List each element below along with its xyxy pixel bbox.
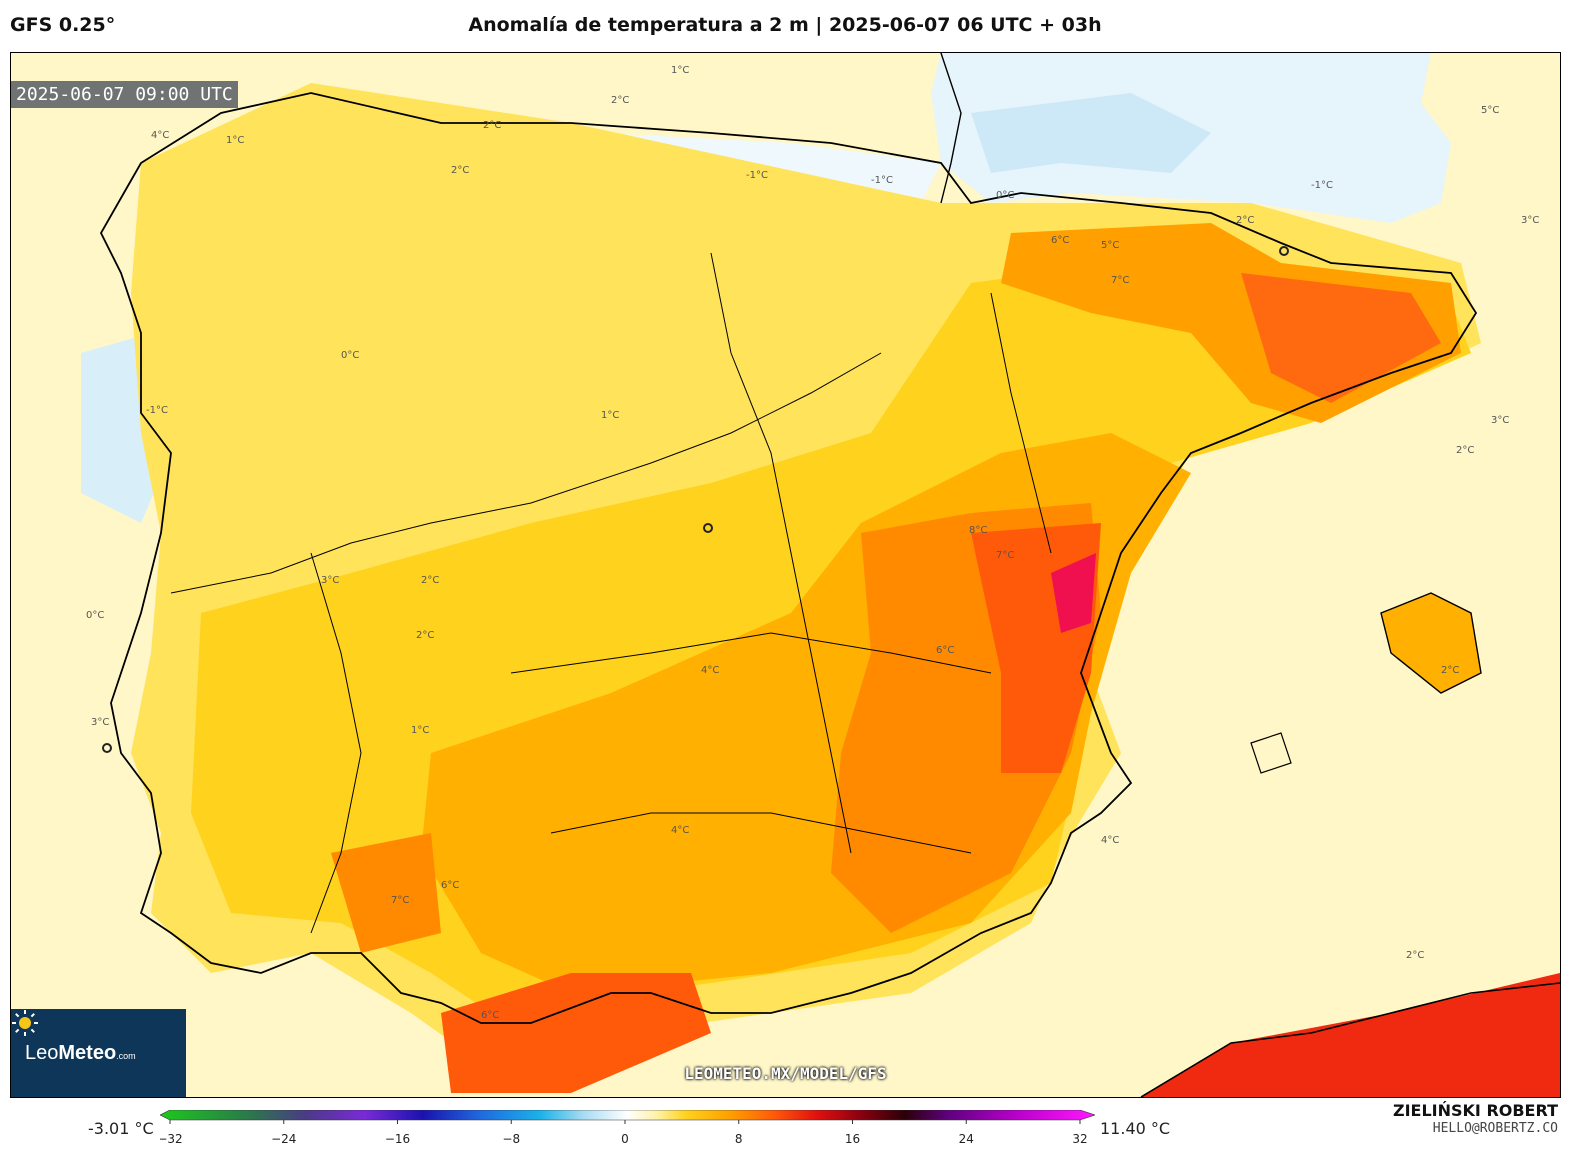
- logo-text: LeoMeteo.com: [25, 1041, 136, 1064]
- colorbar-min-value: -3.01 °C: [88, 1119, 154, 1138]
- contour-label: 2°C: [611, 95, 629, 106]
- colorbar: −32 −24 −16 −8 0 8 16 24 32: [160, 1110, 1095, 1146]
- credit-email[interactable]: HELLO@ROBERTZ.CO: [1432, 1121, 1558, 1136]
- colorbar-tick-label: −24: [271, 1132, 296, 1146]
- contour-label: 2°C: [451, 165, 469, 176]
- colorbar-max-value: 11.40 °C: [1100, 1119, 1171, 1138]
- warm-anomaly-catalonia: [1241, 273, 1441, 403]
- province-border-2: [510, 632, 992, 674]
- contour-label: 0°C: [996, 190, 1014, 201]
- contour-label: -1°C: [746, 170, 768, 181]
- contour-label: 6°C: [441, 880, 459, 891]
- contour-label: 3°C: [91, 717, 109, 728]
- colorbar-tick-label: −32: [160, 1132, 183, 1146]
- model-label: GFS 0.25°: [10, 14, 116, 36]
- contour-label: 7°C: [391, 895, 409, 906]
- contour-label: 2°C: [1236, 215, 1254, 226]
- credit-name: ZIELIŃSKI ROBERT: [1392, 1101, 1558, 1120]
- temperature-anomaly-map: 1°C 2°C 4°C 2°C 1°C 2°C -1°C -1°C -1°C 0°C 6°C 5°C 7…: [11, 53, 1560, 1097]
- contour-label: 2°C: [421, 575, 439, 586]
- contour-label: 4°C: [151, 130, 169, 141]
- colorbar-tick-label: 24: [959, 1132, 974, 1146]
- valid-time-label: 2025-06-07 09:00 UTC: [11, 81, 238, 108]
- portugal-spain-border: [310, 552, 362, 934]
- contour-label: 6°C: [481, 1010, 499, 1021]
- madrid-marker: [703, 523, 713, 533]
- contour-label: 2°C: [416, 630, 434, 641]
- barcelona-marker: [1279, 246, 1289, 256]
- colorbar-tick-label: 32: [1072, 1132, 1087, 1146]
- contour-label: 7°C: [996, 550, 1014, 561]
- contour-label: 1°C: [411, 725, 429, 736]
- contour-label: 3°C: [1521, 215, 1539, 226]
- colorbar-tick-label: −8: [502, 1132, 520, 1146]
- leometeo-logo[interactable]: LeoMeteo.com: [11, 1009, 186, 1097]
- map-title: Anomalía de temperatura a 2 m | 2025-06-…: [468, 14, 1102, 36]
- contour-label: 1°C: [601, 410, 619, 421]
- contour-label: 0°C: [86, 610, 104, 621]
- warm-anomaly-south: [441, 973, 711, 1093]
- contour-label: 4°C: [701, 665, 719, 676]
- warm-anomaly-peak: [1051, 553, 1096, 633]
- contour-label: 5°C: [1481, 105, 1499, 116]
- contour-label: -1°C: [1311, 180, 1333, 191]
- africa-coastline: [1140, 982, 1560, 1097]
- contour-label: 6°C: [936, 645, 954, 656]
- contour-label: -1°C: [871, 175, 893, 186]
- source-watermark: LEOMETEO.MX/MODEL/GFS: [684, 1064, 887, 1083]
- mallorca-coastline: [1380, 592, 1482, 694]
- lisbon-marker: [102, 743, 112, 753]
- hot-anomaly-africa: [1141, 973, 1560, 1097]
- contour-label: 7°C: [1111, 275, 1129, 286]
- province-border-3: [550, 812, 972, 854]
- colorbar-tick-label: 16: [845, 1132, 860, 1146]
- province-border-4: [710, 252, 852, 854]
- contour-label: 2°C: [483, 120, 501, 131]
- contour-label: -1°C: [146, 405, 168, 416]
- colorbar-tick-label: −16: [385, 1132, 410, 1146]
- contour-label: 4°C: [671, 825, 689, 836]
- colorbar-tick-label: 8: [735, 1132, 743, 1146]
- colorbar-ticks: −32 −24 −16 −8 0 8 16 24 32: [160, 1120, 1088, 1146]
- colorbar-strip: [160, 1110, 1095, 1121]
- contour-label: 6°C: [1051, 235, 1069, 246]
- contour-label: 0°C: [341, 350, 359, 361]
- contour-label: 4°C: [1101, 835, 1119, 846]
- ibiza-coastline: [1250, 732, 1292, 774]
- france-border: [940, 53, 962, 204]
- warm-anomaly-mallorca: [1381, 593, 1481, 693]
- province-border-5: [990, 292, 1052, 554]
- province-border-1: [170, 352, 882, 594]
- iberia-coastline: [99, 92, 1478, 1024]
- cold-anomaly-core: [971, 93, 1211, 173]
- contour-label: 3°C: [1491, 415, 1509, 426]
- sun-icon: [12, 1010, 38, 1036]
- contour-label: 1°C: [671, 65, 689, 76]
- warm-anomaly-guadalquivir: [331, 833, 441, 953]
- contour-label: 8°C: [969, 525, 987, 536]
- contour-label: 2°C: [1441, 665, 1459, 676]
- contour-label: 5°C: [1101, 240, 1119, 251]
- contour-label: 2°C: [1406, 950, 1424, 961]
- contour-label: 2°C: [1456, 445, 1474, 456]
- map-panel[interactable]: 1°C 2°C 4°C 2°C 1°C 2°C -1°C -1°C -1°C 0°C 6°C 5°C 7…: [10, 52, 1561, 1098]
- colorbar-tick-label: 0: [621, 1132, 629, 1146]
- contour-label: 1°C: [226, 135, 244, 146]
- contour-label: 3°C: [321, 575, 339, 586]
- contour-labels: 1°C 2°C 4°C 2°C 1°C 2°C -1°C -1°C -1°C 0°C 6°C 5°C 7…: [86, 65, 1539, 1021]
